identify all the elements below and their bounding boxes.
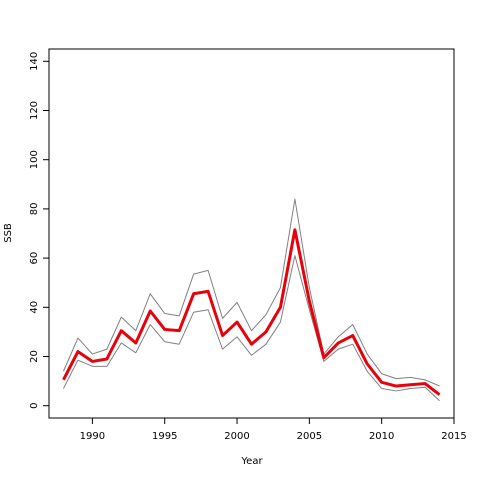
x-tick-label: 2010 <box>369 431 394 442</box>
y-tick-label: 20 <box>29 350 40 363</box>
x-tick-label: 2000 <box>224 431 249 442</box>
plot-frame <box>48 48 455 419</box>
y-tick-label: 120 <box>29 101 40 120</box>
y-axis-label: SSB <box>3 223 14 243</box>
y-tick-label: 60 <box>29 252 40 265</box>
x-tick-label: 2005 <box>297 431 322 442</box>
y-tick-label: 40 <box>29 301 40 314</box>
series-line-lower <box>63 255 440 402</box>
series-line-upper <box>63 198 440 387</box>
series-line-estimate <box>62 228 441 396</box>
y-tick-label: 80 <box>29 203 40 216</box>
x-tick-label: 1995 <box>152 431 177 442</box>
y-axis: 0 20 40 60 80 100 120 140 <box>29 52 50 409</box>
y-tick-label: 0 <box>29 403 40 409</box>
x-tick-label: 1990 <box>80 431 105 442</box>
y-tick-label: 140 <box>29 52 40 71</box>
y-tick-label: 100 <box>29 150 40 169</box>
series-layer <box>62 198 441 402</box>
x-axis: 1990 1995 2000 2005 2010 2015 <box>80 417 467 442</box>
x-axis-label: Year <box>240 456 263 467</box>
x-tick-label: 2015 <box>441 431 466 442</box>
